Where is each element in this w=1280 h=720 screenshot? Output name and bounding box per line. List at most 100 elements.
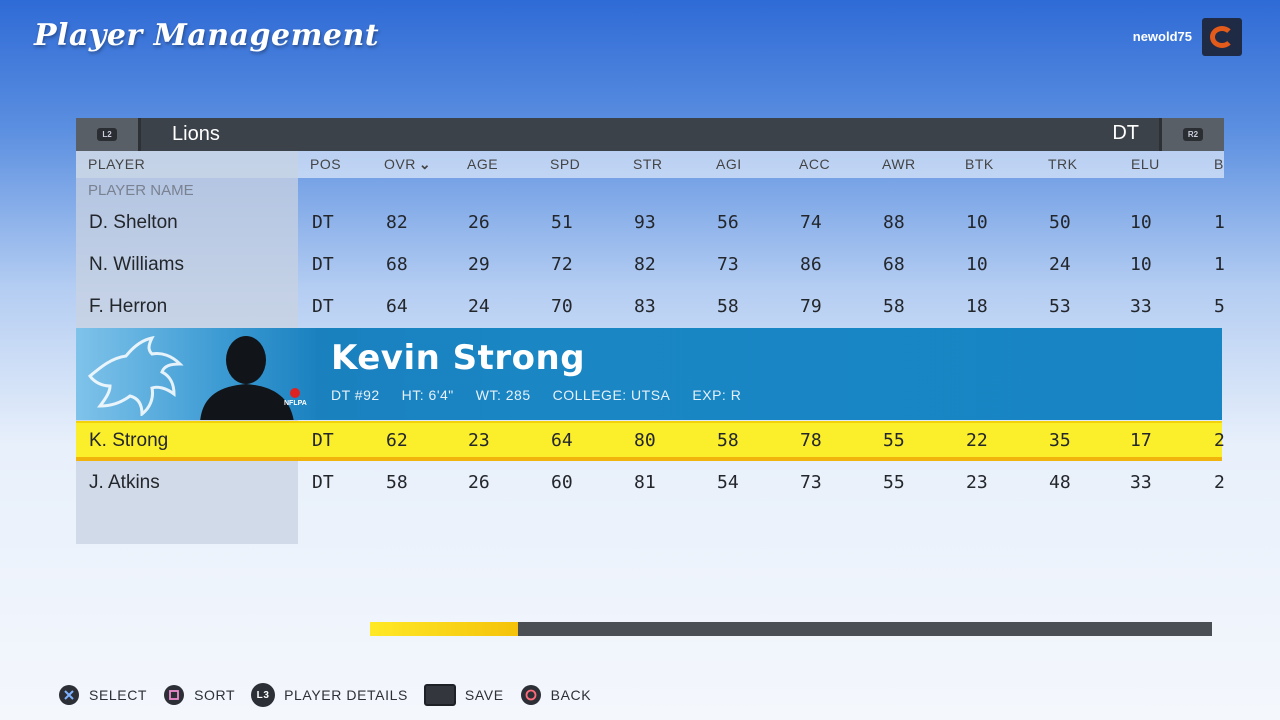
player-name: F. Herron	[89, 296, 168, 317]
cell-age: 24	[468, 296, 490, 317]
cell-b: 1	[1214, 254, 1225, 275]
cell-awr: 55	[883, 430, 905, 451]
table-row[interactable]: D. Shelton DT 82 26 51 93 56 74 88 10 50…	[76, 203, 1225, 243]
cell-acc: 78	[800, 430, 822, 451]
cell-age: 26	[468, 212, 490, 233]
cell-elu: 10	[1130, 254, 1152, 275]
cell-btk: 23	[966, 472, 988, 493]
cell-elu: 17	[1130, 430, 1152, 451]
nflpa-badge: NFLPA	[284, 388, 307, 408]
player-details-label: PLAYER DETAILS	[284, 687, 408, 703]
cell-spd: 64	[551, 430, 573, 451]
column-header-awr[interactable]: AWR	[882, 156, 916, 172]
bears-logo-icon	[1202, 18, 1242, 56]
column-header-age[interactable]: AGE	[467, 156, 499, 172]
selected-player-meta: DT #92 HT: 6'4" WT: 285 COLLEGE: UTSA EX…	[331, 387, 741, 403]
cell-acc: 73	[800, 472, 822, 493]
cell-btk: 18	[966, 296, 988, 317]
cell-age: 26	[468, 472, 490, 493]
column-header-agi[interactable]: AGI	[716, 156, 742, 172]
selected-player-name: Kevin Strong	[331, 338, 586, 378]
cell-b: 1	[1214, 212, 1225, 233]
table-row[interactable]: F. Herron DT 64 24 70 83 58 79 58 18 53 …	[76, 287, 1225, 327]
column-header-btk[interactable]: BTK	[965, 156, 994, 172]
cell-awr: 68	[883, 254, 905, 275]
cell-awr: 55	[883, 472, 905, 493]
cross-button-icon	[59, 685, 79, 705]
weight: WT: 285	[475, 387, 531, 403]
cell-awr: 58	[883, 296, 905, 317]
cell-pos: DT	[312, 430, 334, 451]
player-details-action[interactable]: L3 PLAYER DETAILS	[251, 683, 408, 707]
team-bar: L2 Lions DT R2	[76, 118, 1224, 151]
cell-btk: 10	[966, 254, 988, 275]
cell-agi: 73	[717, 254, 739, 275]
roster-panel: L2 Lions DT R2 PLAYER POS OVR ⌄ AGE SPD S…	[76, 118, 1224, 178]
cell-age: 29	[468, 254, 490, 275]
cell-pos: DT	[312, 472, 334, 493]
cell-b: 2	[1214, 472, 1225, 493]
table-header: PLAYER POS OVR ⌄ AGE SPD STR AGI ACC AWR …	[76, 151, 1224, 178]
table-row-selected[interactable]: K. Strong DT 62 23 64 80 58 78 55 22 35 …	[76, 421, 1225, 461]
horizontal-scrollbar[interactable]	[370, 622, 1212, 636]
cell-agi: 54	[717, 472, 739, 493]
cell-acc: 79	[800, 296, 822, 317]
column-header-trk[interactable]: TRK	[1048, 156, 1078, 172]
sort-label: SORT	[194, 687, 236, 703]
l2-button-icon: L2	[97, 128, 117, 141]
cell-acc: 86	[800, 254, 822, 275]
select-label: SELECT	[89, 687, 148, 703]
cell-spd: 70	[551, 296, 573, 317]
cell-ovr: 58	[386, 472, 408, 493]
experience: EXP: R	[692, 387, 742, 403]
lions-logo-icon	[88, 336, 184, 416]
cell-awr: 88	[883, 212, 905, 233]
touchpad-button-icon	[423, 684, 456, 706]
cell-agi: 56	[717, 212, 739, 233]
cell-trk: 50	[1049, 212, 1071, 233]
back-action[interactable]: BACK	[520, 684, 592, 706]
sort-action[interactable]: SORT	[163, 684, 235, 706]
cell-elu: 10	[1130, 212, 1152, 233]
cell-trk: 53	[1049, 296, 1071, 317]
column-header-player[interactable]: PLAYER	[88, 156, 146, 172]
cell-spd: 60	[551, 472, 573, 493]
next-position-button[interactable]: R2	[1159, 118, 1224, 151]
cell-elu: 33	[1130, 472, 1152, 493]
team-name: Lions	[172, 123, 220, 145]
back-label: BACK	[550, 687, 592, 703]
prev-team-button[interactable]: L2	[76, 118, 141, 151]
column-header-pos[interactable]: POS	[310, 156, 342, 172]
save-label: SAVE	[464, 687, 504, 703]
column-header-ovr[interactable]: OVR ⌄	[384, 151, 431, 178]
nflpa-label: NFLPA	[284, 400, 307, 407]
column-header-spd[interactable]: SPD	[550, 156, 581, 172]
scrollbar-thumb[interactable]	[370, 622, 519, 636]
cell-elu: 33	[1130, 296, 1152, 317]
table-row[interactable]: N. Williams DT 68 29 72 82 73 86 68 10 2…	[76, 245, 1225, 285]
cell-ovr: 64	[386, 296, 408, 317]
save-action[interactable]: SAVE	[423, 684, 504, 706]
cell-pos: DT	[312, 296, 334, 317]
select-action[interactable]: SELECT	[58, 684, 147, 706]
table-row[interactable]: J. Atkins DT 58 26 60 81 54 73 55 23 48 …	[76, 463, 1225, 503]
l3-button-icon: L3	[251, 683, 276, 707]
column-header-str[interactable]: STR	[633, 156, 663, 172]
cell-b: 5	[1214, 296, 1225, 317]
column-header-acc[interactable]: ACC	[799, 156, 831, 172]
cell-trk: 24	[1049, 254, 1071, 275]
cell-str: 83	[634, 296, 656, 317]
cell-ovr: 62	[386, 430, 408, 451]
column-header-b[interactable]: B	[1214, 156, 1224, 172]
column-header-elu[interactable]: ELU	[1131, 156, 1160, 172]
cell-str: 82	[634, 254, 656, 275]
cell-btk: 10	[966, 212, 988, 233]
button-legend: SELECT SORT L3 PLAYER DETAILS SAVE BACK	[58, 683, 607, 707]
player-name: J. Atkins	[89, 472, 160, 493]
position-filter[interactable]: DT	[1112, 122, 1139, 144]
cell-acc: 74	[800, 212, 822, 233]
column-header-ovr-label: OVR	[384, 156, 416, 172]
cell-trk: 35	[1049, 430, 1071, 451]
cell-spd: 51	[551, 212, 573, 233]
cell-agi: 58	[717, 296, 739, 317]
